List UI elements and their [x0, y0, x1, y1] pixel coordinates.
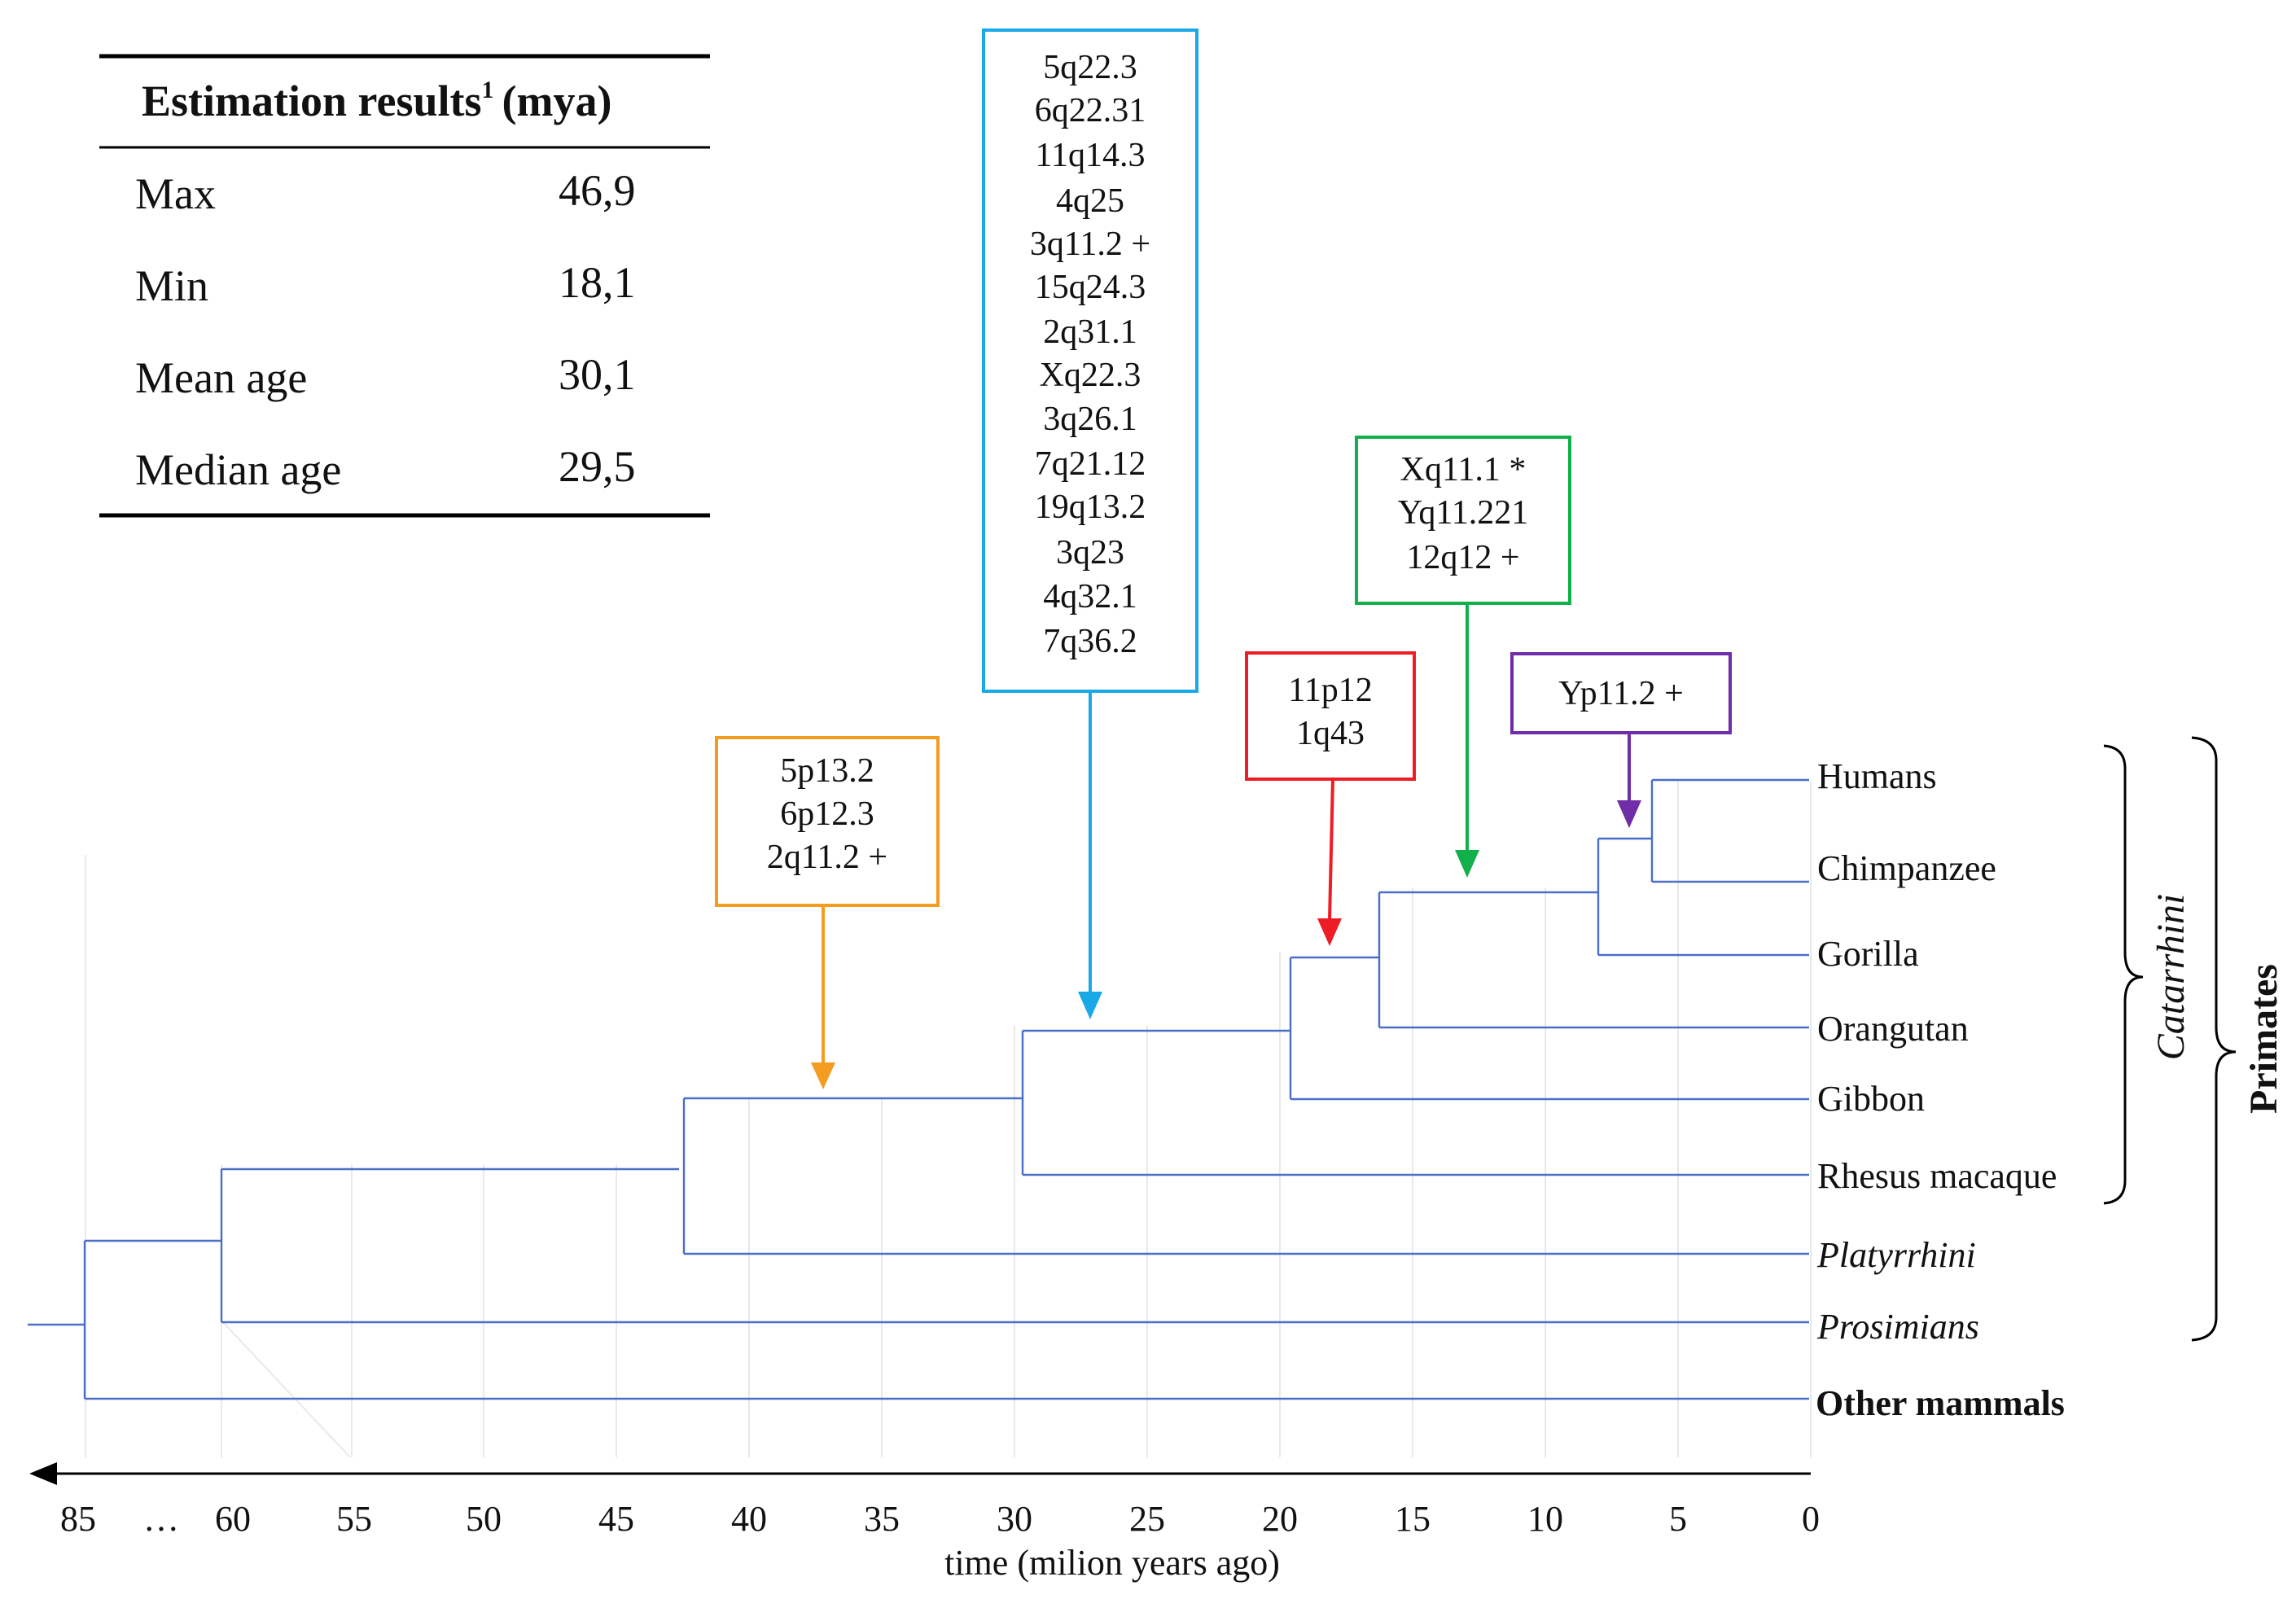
time-axis: 85 … 60 55 50 45 40 35 30 25 20 15 10 5 …	[29, 1462, 1820, 1583]
red-box-line: 11p12	[1288, 672, 1372, 709]
table-title: Estimation results1 (mya)	[142, 77, 611, 125]
leaf-label-gibbon: Gibbon	[1817, 1079, 1925, 1119]
blue-box-line: 3q26.1	[1043, 401, 1137, 438]
red-arrow-head	[1317, 918, 1342, 946]
catarrhini-label: Catarrhini	[2149, 894, 2193, 1061]
axis-tick-label: …	[143, 1499, 179, 1539]
purple-box-frame	[1510, 652, 1732, 734]
orange-box-frame	[715, 736, 940, 907]
red-arrow-shaft	[1328, 778, 1334, 921]
leaf-label-prosimians: Prosimians	[1816, 1307, 1979, 1347]
table-row-label-max: Max	[135, 169, 216, 218]
event-box-blue: 5q22.3 6q22.31 11q14.3 4q25 3q11.2 + 15q…	[982, 28, 1198, 1019]
leaf-labels: Humans Chimpanzee Gorilla Orangutan Gibb…	[1816, 756, 2065, 1423]
axis-tick-label: 10	[1527, 1499, 1563, 1539]
leaf-label-gorilla: Gorilla	[1817, 934, 1919, 974]
green-box-line: Yq11.221	[1398, 494, 1529, 532]
clade-brackets: Catarrhini Primates	[2103, 736, 2285, 1342]
purple-box-line: Yp11.2 +	[1558, 675, 1684, 712]
event-box-orange: 5p13.2 6p12.3 2q11.2 +	[715, 736, 940, 1089]
green-arrow-head	[1455, 850, 1479, 878]
leaf-label-chimpanzee: Chimpanzee	[1817, 848, 1996, 888]
axis-tick-label: 45	[598, 1499, 634, 1539]
axis-tick-label: 85	[60, 1499, 96, 1539]
purple-arrow-head	[1617, 800, 1641, 828]
axis-tick-label: 50	[466, 1499, 502, 1539]
axis-tick-label: 30	[997, 1499, 1032, 1539]
leaf-label-rhesus: Rhesus macaque	[1817, 1156, 2057, 1196]
axis-tick-label: 60	[215, 1499, 251, 1539]
grid-lines	[85, 782, 1812, 1458]
catarrhini-brace	[2103, 744, 2144, 1205]
axis-tick-label: 55	[336, 1499, 372, 1539]
orange-arrow-head	[811, 1062, 835, 1089]
event-box-purple: Yp11.2 +	[1510, 652, 1732, 828]
blue-box-line: 3q23	[1056, 534, 1124, 572]
table-row-value-min: 18,1	[559, 258, 636, 307]
axis-tick-label: 40	[731, 1499, 767, 1539]
axis-tick-label: 25	[1129, 1499, 1165, 1539]
blue-box-line: 11q14.3	[1036, 137, 1146, 174]
blue-box-line: 7q36.2	[1043, 623, 1137, 660]
axis-tick-label: 0	[1802, 1499, 1820, 1539]
orange-box-line: 2q11.2 +	[767, 839, 887, 876]
axis-tick-label: 35	[864, 1499, 900, 1539]
green-box-line: Xq11.1 *	[1400, 451, 1527, 488]
green-box-line: 12q12 +	[1406, 539, 1519, 576]
event-box-green: Xq11.1 * Yq11.221 12q12 +	[1355, 436, 1571, 878]
orange-box-line: 5p13.2	[780, 752, 874, 790]
blue-box-line: 2q31.1	[1043, 313, 1137, 351]
blue-box-line: 7q21.12	[1035, 445, 1146, 483]
table-row-label-mean: Mean age	[135, 353, 307, 402]
blue-box-line: 6q22.31	[1035, 92, 1146, 129]
axis-tick-label: 15	[1395, 1499, 1431, 1539]
leaf-label-orangutan: Orangutan	[1817, 1009, 1969, 1049]
table-row-label-min: Min	[135, 261, 208, 310]
blue-box-line: 3q11.2 +	[1030, 226, 1150, 263]
blue-box-line: 15q24.3	[1035, 269, 1146, 306]
green-box-frame	[1355, 436, 1571, 605]
leaf-label-humans: Humans	[1817, 756, 1937, 796]
blue-box-line: 4q32.1	[1043, 578, 1137, 616]
red-box-line: 1q43	[1296, 715, 1365, 752]
table-row-value-max: 46,9	[559, 166, 636, 215]
leaf-label-other-mammals: Other mammals	[1816, 1383, 2065, 1423]
primates-label: Primates	[2242, 964, 2285, 1114]
primates-brace	[2191, 736, 2237, 1342]
event-box-red: 11p12 1q43	[1245, 651, 1416, 946]
estimation-table: Estimation results1 (mya) Max 46,9 Min 18…	[99, 54, 710, 518]
axis-tick-label: 20	[1262, 1499, 1298, 1539]
blue-box-line: 4q25	[1056, 182, 1124, 220]
axis-break-diagonal	[221, 1320, 351, 1458]
table-row-label-median: Median age	[135, 445, 341, 494]
blue-box-line: 19q13.2	[1035, 488, 1146, 526]
blue-arrow-head	[1078, 992, 1102, 1019]
red-box-frame	[1245, 651, 1416, 781]
leaf-label-platyrrhini: Platyrrhini	[1816, 1235, 1976, 1275]
axis-tick-label: 5	[1669, 1499, 1687, 1539]
tree-branches	[28, 778, 1809, 1400]
time-axis-arrow-head	[29, 1462, 57, 1485]
table-row-value-median: 29,5	[559, 442, 636, 491]
time-axis-title: time (milion years ago)	[944, 1543, 1280, 1583]
blue-box-line: 5q22.3	[1043, 49, 1137, 86]
blue-box-line: Xq22.3	[1040, 357, 1141, 394]
blue-box-frame	[982, 28, 1198, 693]
orange-box-line: 6p12.3	[780, 795, 874, 833]
table-row-value-mean: 30,1	[559, 350, 636, 399]
